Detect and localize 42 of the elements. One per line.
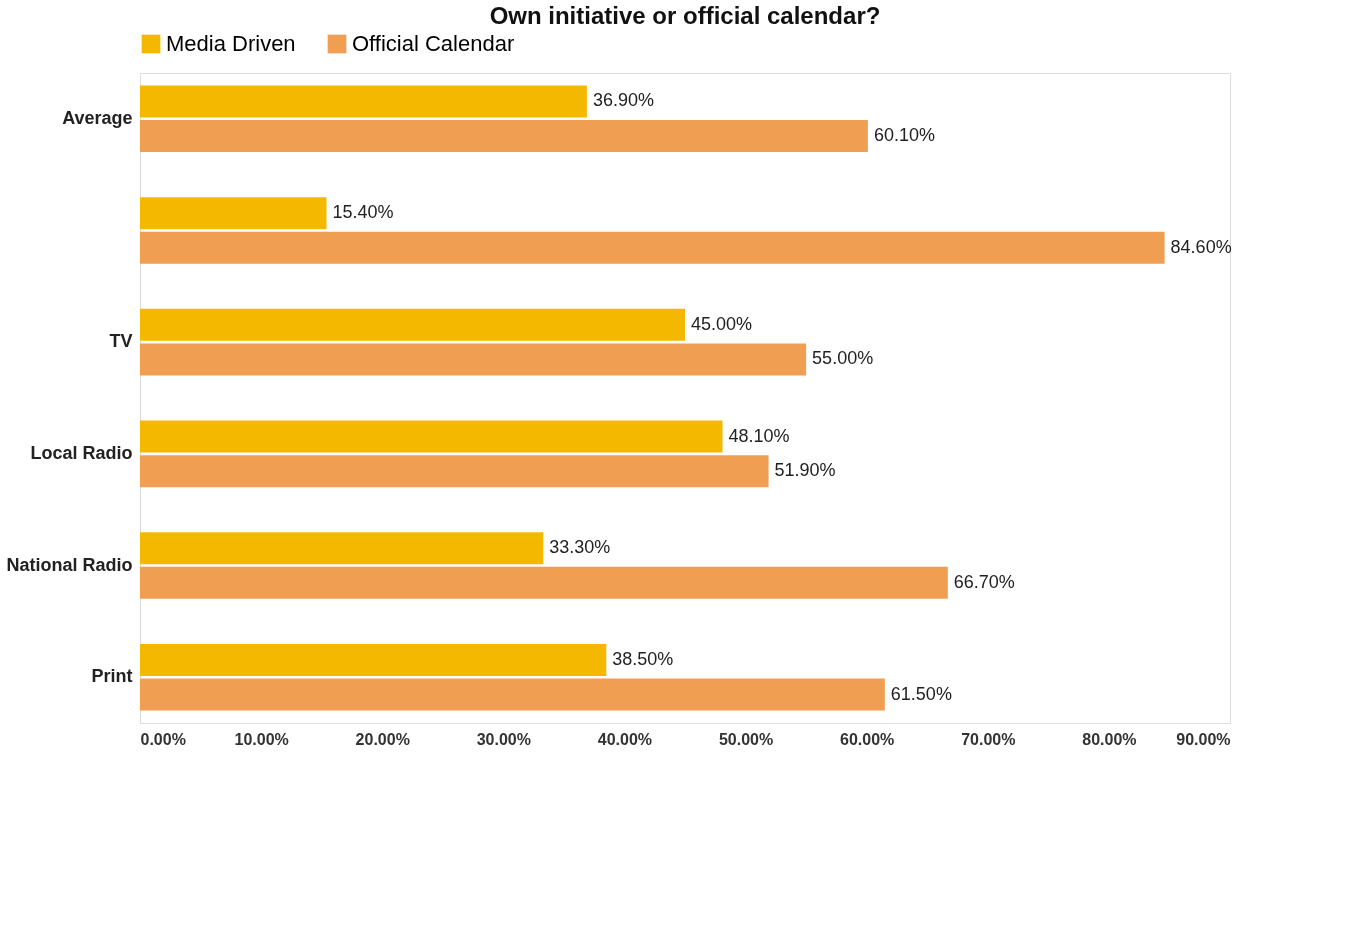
bar bbox=[140, 420, 723, 453]
y-tick-label: Local Radio bbox=[30, 442, 133, 463]
data-label: 55.00% bbox=[812, 348, 874, 369]
x-tick-label: 80.00% bbox=[1082, 730, 1137, 748]
bar bbox=[140, 231, 1165, 264]
bar bbox=[140, 678, 885, 711]
x-tick-label: 50.00% bbox=[718, 730, 774, 748]
bar bbox=[140, 85, 587, 118]
bar bbox=[140, 455, 769, 488]
data-label: 84.60% bbox=[1170, 236, 1232, 257]
bar bbox=[140, 120, 868, 153]
bar bbox=[140, 197, 327, 230]
x-tick-label: 30.00% bbox=[476, 730, 531, 748]
y-tick-label: Average bbox=[62, 107, 133, 128]
bar bbox=[140, 308, 685, 341]
chart-title: Own initiative or official calendar? bbox=[489, 2, 881, 29]
bar bbox=[140, 566, 948, 599]
data-label: 15.40% bbox=[332, 202, 394, 223]
bar bbox=[140, 532, 544, 565]
data-label: 60.10% bbox=[873, 125, 935, 146]
x-tick-label: 60.00% bbox=[840, 730, 895, 748]
bar bbox=[140, 643, 607, 676]
x-tick-label: 0.00% bbox=[140, 730, 186, 748]
data-label: 45.00% bbox=[691, 313, 753, 334]
data-label: 51.90% bbox=[774, 460, 836, 481]
data-label: 48.10% bbox=[728, 425, 790, 446]
bar bbox=[140, 343, 807, 376]
x-tick-label: 20.00% bbox=[355, 730, 410, 748]
x-tick-label: 40.00% bbox=[597, 730, 653, 748]
data-label: 38.50% bbox=[612, 648, 674, 669]
y-tick-label: National Radio bbox=[6, 554, 133, 575]
legend-label: Official Calendar bbox=[352, 31, 515, 56]
x-tick-label: 10.00% bbox=[234, 730, 289, 748]
y-tick-label: Print bbox=[91, 666, 133, 687]
y-tick-label: TV bbox=[109, 331, 133, 352]
legend-label: Media Driven bbox=[166, 31, 296, 56]
data-label: 61.50% bbox=[890, 683, 952, 704]
x-tick-label: 70.00% bbox=[961, 730, 1016, 748]
x-tick-label: 90.00% bbox=[1176, 730, 1231, 748]
data-label: 36.90% bbox=[592, 90, 654, 111]
data-label: 66.70% bbox=[953, 571, 1015, 592]
data-label: 33.30% bbox=[549, 537, 611, 558]
